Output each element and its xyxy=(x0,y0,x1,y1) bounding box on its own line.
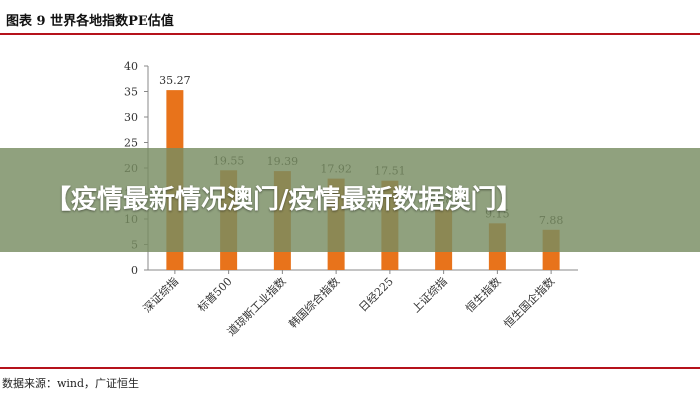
x-category-label: 恒生指数 xyxy=(462,274,503,315)
figure-title: 图表 9 世界各地指数PE估值 xyxy=(6,14,174,29)
y-tick-label: 40 xyxy=(124,60,138,73)
y-tick-label: 25 xyxy=(124,137,138,150)
y-tick-label: 30 xyxy=(124,111,138,124)
x-category-label: 标普500 xyxy=(194,274,234,314)
source-note: 数据来源：wind，广证恒生 xyxy=(2,377,140,390)
x-category-label: 上证综指 xyxy=(409,274,450,315)
x-category-label: 日经225 xyxy=(356,275,396,315)
x-category-label: 恒生国企指数 xyxy=(501,274,558,331)
y-tick-label: 0 xyxy=(131,264,138,277)
overlay-banner: 【疫情最新情况澳门/疫情最新数据澳门】 xyxy=(0,148,700,252)
x-category-label: 深证综指 xyxy=(140,274,181,315)
bottom-rule xyxy=(0,367,700,369)
y-tick-label: 35 xyxy=(124,86,138,99)
top-rule xyxy=(0,33,700,35)
banner-headline: 【疫情最新情况澳门/疫情最新数据澳门】 xyxy=(45,185,523,215)
bar-value-label: 35.27 xyxy=(159,74,191,87)
x-category-label: 韩国综合指数 xyxy=(286,274,343,331)
